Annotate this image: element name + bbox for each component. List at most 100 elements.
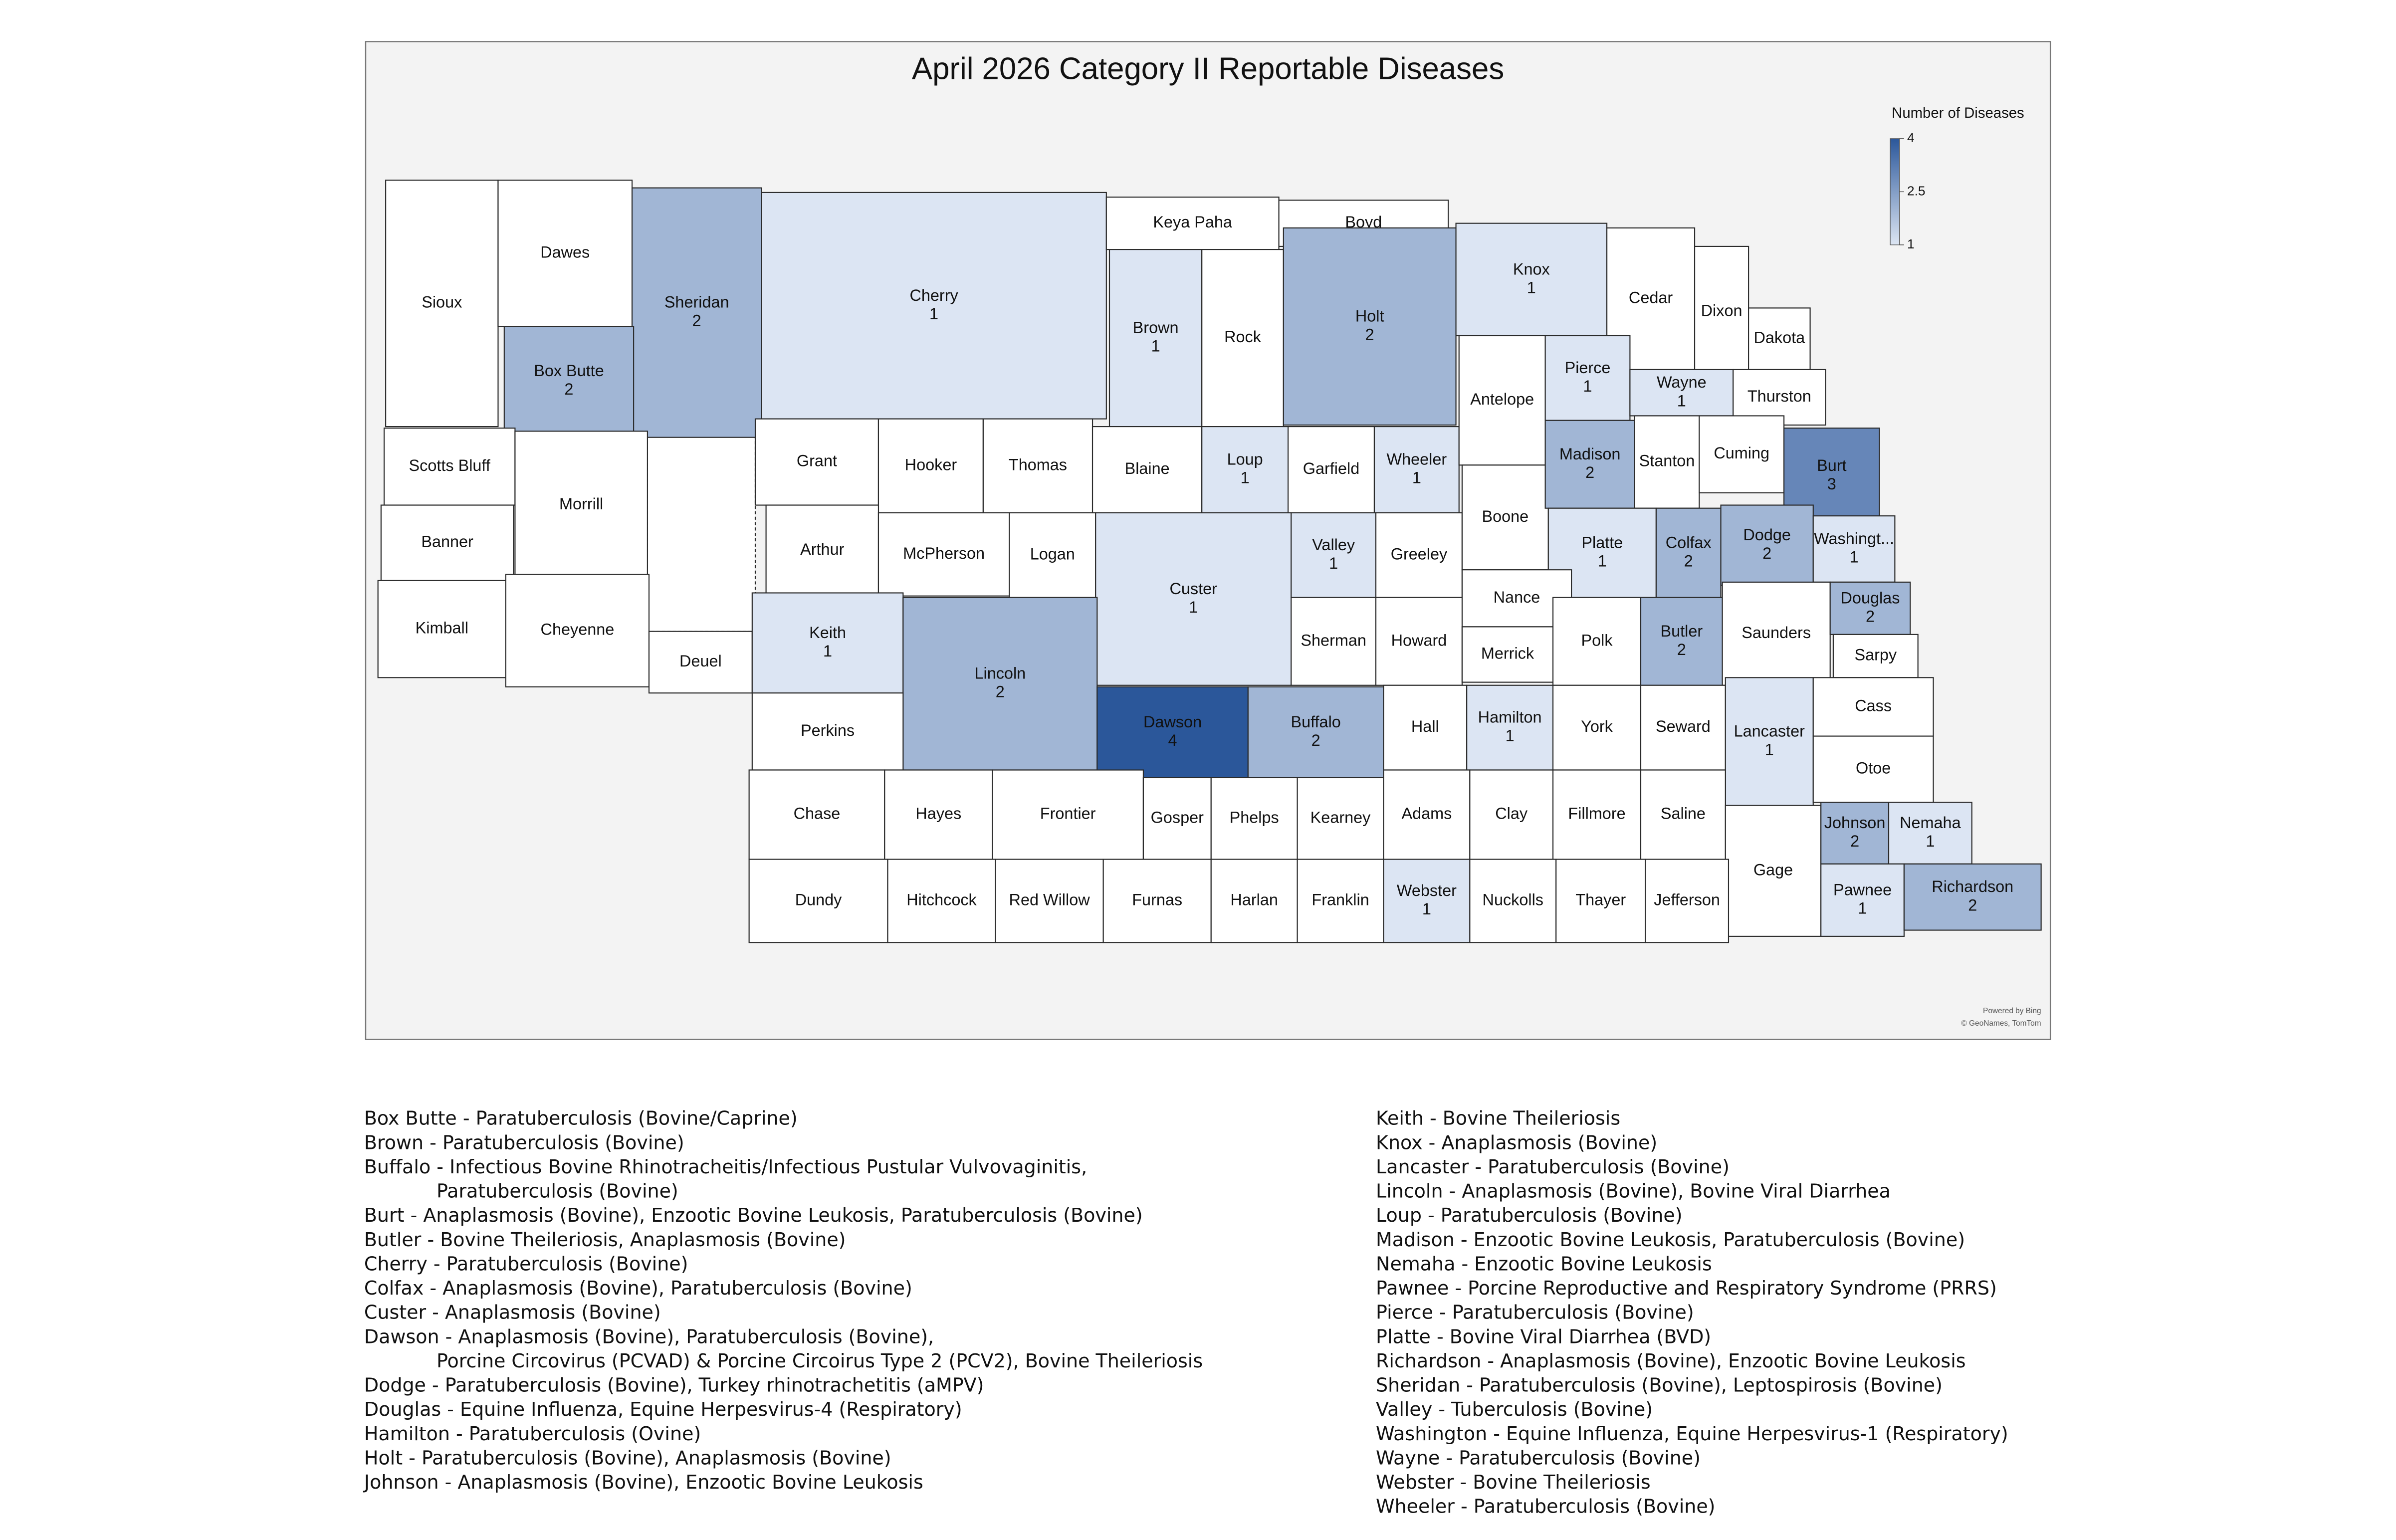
county [748,859,888,943]
disease-entry: Platte - Bovine Viral Diarrhea (BVD) [1376,1325,1711,1347]
county-value: 2 [1762,544,1771,562]
disease-entry: Loup - Paratuberculosis (Bovine) [1376,1204,1682,1226]
county-name: Logan [1030,545,1075,563]
county-name: Dawes [540,243,590,261]
county [1108,249,1203,428]
county-name: Sheridan [664,293,729,311]
county [1210,859,1298,943]
county-name: Fillmore [1568,805,1625,823]
county-name: Stanton [1639,452,1695,470]
county-name: Otoe [1856,759,1891,777]
attribution: Powered by Bing [1983,1007,2041,1015]
county-name: Wheeler [1387,450,1447,468]
attribution: © GeoNames, TomTom [1961,1019,2041,1028]
county-name: Pierce [1565,359,1611,377]
county-name: Thayer [1575,890,1626,908]
disease-entry: Butler - Bovine Theileriosis, Anaplasmos… [364,1229,846,1251]
county [1640,597,1723,686]
county-name: Hitchcock [906,890,977,908]
county [877,418,984,514]
county-name: Nemaha [1900,814,1961,832]
county-value: 1 [1850,548,1859,566]
county-name: Seward [1656,717,1711,735]
county-value: 1 [929,305,938,323]
county-value: 1 [1422,900,1431,918]
county [887,859,996,943]
county-name: Banner [421,533,473,551]
county-name: Jefferson [1654,890,1720,908]
county-name: Hall [1411,717,1439,735]
county-name: Loup [1227,450,1263,468]
county-name: Red Willow [1009,890,1090,908]
county-value: 2 [1677,641,1686,659]
county-name: Howard [1391,631,1447,649]
county [385,180,499,428]
county [765,504,879,597]
disease-entry: Knox - Anaplasmosis (Bovine) [1376,1131,1657,1153]
county [1455,222,1608,337]
county [514,431,648,580]
county [992,769,1144,860]
county-name: Antelope [1470,390,1534,408]
county [1383,684,1468,771]
county [1373,426,1460,514]
county [1645,859,1730,943]
disease-entry: Brown - Paratuberculosis (Bovine) [364,1131,684,1153]
disease-entry: Wayne - Paratuberculosis (Bovine) [1376,1447,1701,1469]
county-name: Dundy [795,890,842,908]
county-name: Grant [797,452,837,470]
county-value: 1 [1677,392,1686,410]
county-name: Sherman [1301,631,1366,649]
county [1091,426,1203,514]
county [982,418,1093,514]
county-name: Dawson [1143,713,1202,731]
county-name: Knox [1513,260,1550,278]
county-name: Webster [1397,881,1457,899]
county [505,574,650,687]
county [1375,512,1463,598]
legend-tick-label: 2.5 [1907,183,1925,198]
county [1291,597,1377,686]
county-name: Saline [1661,805,1706,823]
county-name: Greeley [1391,545,1448,563]
county-value: 2 [1684,552,1693,570]
county-name: Garfield [1303,459,1359,477]
county-name: Sarpy [1854,646,1897,664]
county-name: Hooker [905,455,957,473]
county [1469,769,1554,860]
county [1812,735,1934,803]
county-value: 1 [1583,377,1592,395]
county-name: Butler [1660,622,1703,640]
disease-entry: Madison - Enzootic Bovine Leukosis, Para… [1376,1229,1965,1251]
county-name: Phelps [1230,808,1279,826]
county [1291,512,1377,598]
disease-entry: Pawnee - Porcine Reproductive and Respir… [1376,1277,1997,1299]
county [1544,335,1631,421]
county-value: 1 [1765,740,1774,758]
disease-entry: Lancaster - Paratuberculosis (Bovine) [1376,1156,1730,1178]
county [877,512,1010,597]
county-name: Pawnee [1833,880,1892,898]
county-name: Keith [809,624,846,642]
disease-entry: Sheridan - Paratuberculosis (Bovine), Le… [1376,1374,1943,1396]
county-name: Nance [1494,588,1540,606]
county-name: Deuel [679,652,722,670]
county [497,180,633,327]
disease-entry: Washington - Equine Influenza, Equine He… [1376,1423,2008,1445]
county [1903,863,2042,931]
county [1297,777,1384,860]
county-name: Madison [1559,445,1621,463]
county-name: Cheyenne [541,621,615,639]
county [1699,415,1785,493]
county [1544,420,1635,509]
county-value: 1 [1329,554,1338,572]
county-name: Lancaster [1734,722,1805,740]
county-name: Perkins [801,721,855,739]
county-value: 4 [1168,731,1177,749]
county [1288,426,1375,514]
county-name: Douglas [1841,589,1900,607]
disease-entry: Buffalo - Infectious Bovine Rhinotrachei… [364,1156,1087,1178]
county-name: Valley [1312,536,1355,554]
county-value: 1 [1151,337,1160,355]
